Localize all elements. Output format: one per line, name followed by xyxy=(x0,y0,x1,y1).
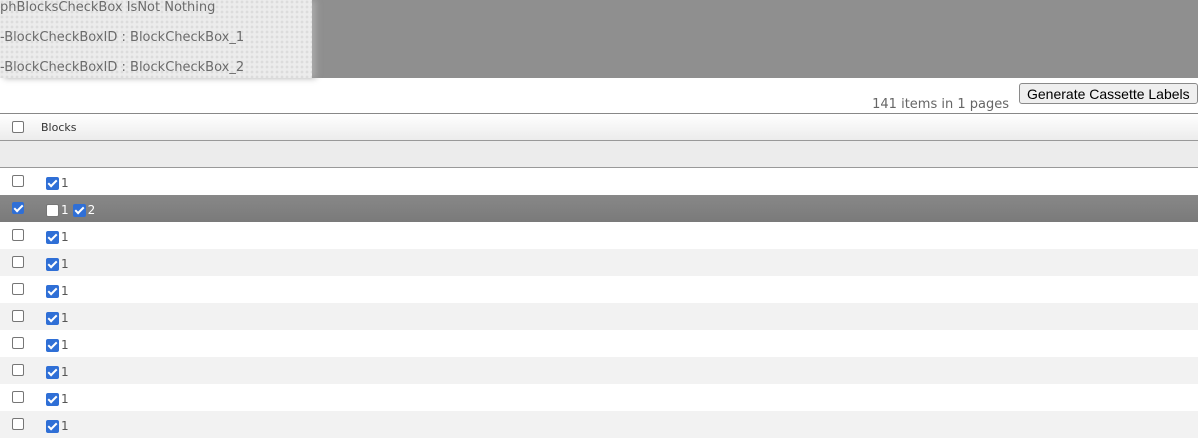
row-select-checkbox[interactable] xyxy=(12,256,24,268)
block-label: 1 xyxy=(61,311,69,325)
row-select-checkbox[interactable] xyxy=(12,202,24,214)
row-select-checkbox[interactable] xyxy=(12,337,24,349)
generate-cassette-labels-button[interactable]: Generate Cassette Labels xyxy=(1019,83,1198,104)
block-label: 1 xyxy=(61,365,69,379)
row-select-checkbox[interactable] xyxy=(12,391,24,403)
blocks-cell: 1 xyxy=(46,419,69,433)
block-label: 1 xyxy=(61,176,69,190)
block-label: 2 xyxy=(87,203,96,217)
item-count: 141 items in 1 pages xyxy=(872,97,1009,112)
row-select-checkbox[interactable] xyxy=(12,418,24,430)
block-checkbox[interactable] xyxy=(46,312,59,325)
block-item: 1 xyxy=(46,365,69,379)
block-item: 1 xyxy=(46,176,69,190)
block-item: 1 xyxy=(46,419,69,433)
block-checkbox[interactable] xyxy=(46,177,59,190)
blocks-cell: 1 xyxy=(46,311,69,325)
block-checkbox[interactable] xyxy=(46,204,59,217)
block-checkbox[interactable] xyxy=(72,204,86,217)
grid-header: Blocks xyxy=(0,113,1198,141)
blocks-cell: 1 xyxy=(46,284,69,298)
debug-line: phBlocksCheckBox IsNot Nothing xyxy=(0,0,216,15)
blocks-cell: 1 xyxy=(46,392,69,406)
block-label: 1 xyxy=(61,257,69,271)
block-label: 1 xyxy=(61,419,69,433)
blocks-cell: 1 xyxy=(46,365,69,379)
block-label: 1 xyxy=(61,392,69,406)
block-checkbox[interactable] xyxy=(46,339,59,352)
block-label: 1 xyxy=(61,338,69,352)
table-row[interactable]: 1 xyxy=(0,330,1198,357)
block-label: 1 xyxy=(61,230,69,244)
table-row[interactable]: 1 xyxy=(0,222,1198,249)
table-row[interactable]: 1 xyxy=(0,168,1198,195)
block-item: 1 xyxy=(46,338,69,352)
row-select-checkbox[interactable] xyxy=(12,229,24,241)
row-select-checkbox[interactable] xyxy=(12,364,24,376)
table-row[interactable]: 1 xyxy=(0,276,1198,303)
row-select-checkbox[interactable] xyxy=(12,310,24,322)
debug-panel: phBlocksCheckBox IsNot Nothing -BlockChe… xyxy=(0,0,312,78)
table-row[interactable]: 1 xyxy=(0,384,1198,411)
block-checkbox[interactable] xyxy=(46,393,59,406)
blocks-cell: 1 xyxy=(46,230,69,244)
select-all-checkbox[interactable] xyxy=(12,121,24,133)
blocks-cell: 1 xyxy=(46,338,69,352)
block-checkbox[interactable] xyxy=(46,366,59,379)
block-checkbox[interactable] xyxy=(46,258,59,271)
block-label: 1 xyxy=(61,284,69,298)
debug-line: -BlockCheckBoxID : BlockCheckBox_2 xyxy=(0,60,245,75)
filter-row xyxy=(0,141,1198,168)
row-select-checkbox[interactable] xyxy=(12,175,24,187)
debug-banner: phBlocksCheckBox IsNot Nothing -BlockChe… xyxy=(0,0,1198,78)
block-item: 1 xyxy=(46,284,69,298)
table-row[interactable]: 1 xyxy=(0,357,1198,384)
blocks-cell: 1 xyxy=(46,176,69,190)
table-row[interactable]: 1 xyxy=(0,249,1198,276)
block-checkbox[interactable] xyxy=(46,285,59,298)
blocks-cell: 1 xyxy=(46,257,69,271)
block-item: 1 xyxy=(46,311,69,325)
block-item: 1 xyxy=(46,203,69,217)
block-item: 1 xyxy=(46,257,69,271)
debug-line: -BlockCheckBoxID : BlockCheckBox_1 xyxy=(0,30,245,45)
block-label: 1 xyxy=(61,203,69,217)
block-item: 1 xyxy=(46,230,69,244)
column-header-blocks[interactable]: Blocks xyxy=(41,121,77,134)
block-checkbox[interactable] xyxy=(46,420,59,433)
table-row[interactable]: 1 xyxy=(0,411,1198,438)
block-item: 1 xyxy=(46,392,69,406)
table-row[interactable]: 1 xyxy=(0,303,1198,330)
row-select-checkbox[interactable] xyxy=(12,283,24,295)
block-item: 2 xyxy=(72,203,96,217)
block-checkbox[interactable] xyxy=(46,231,59,244)
